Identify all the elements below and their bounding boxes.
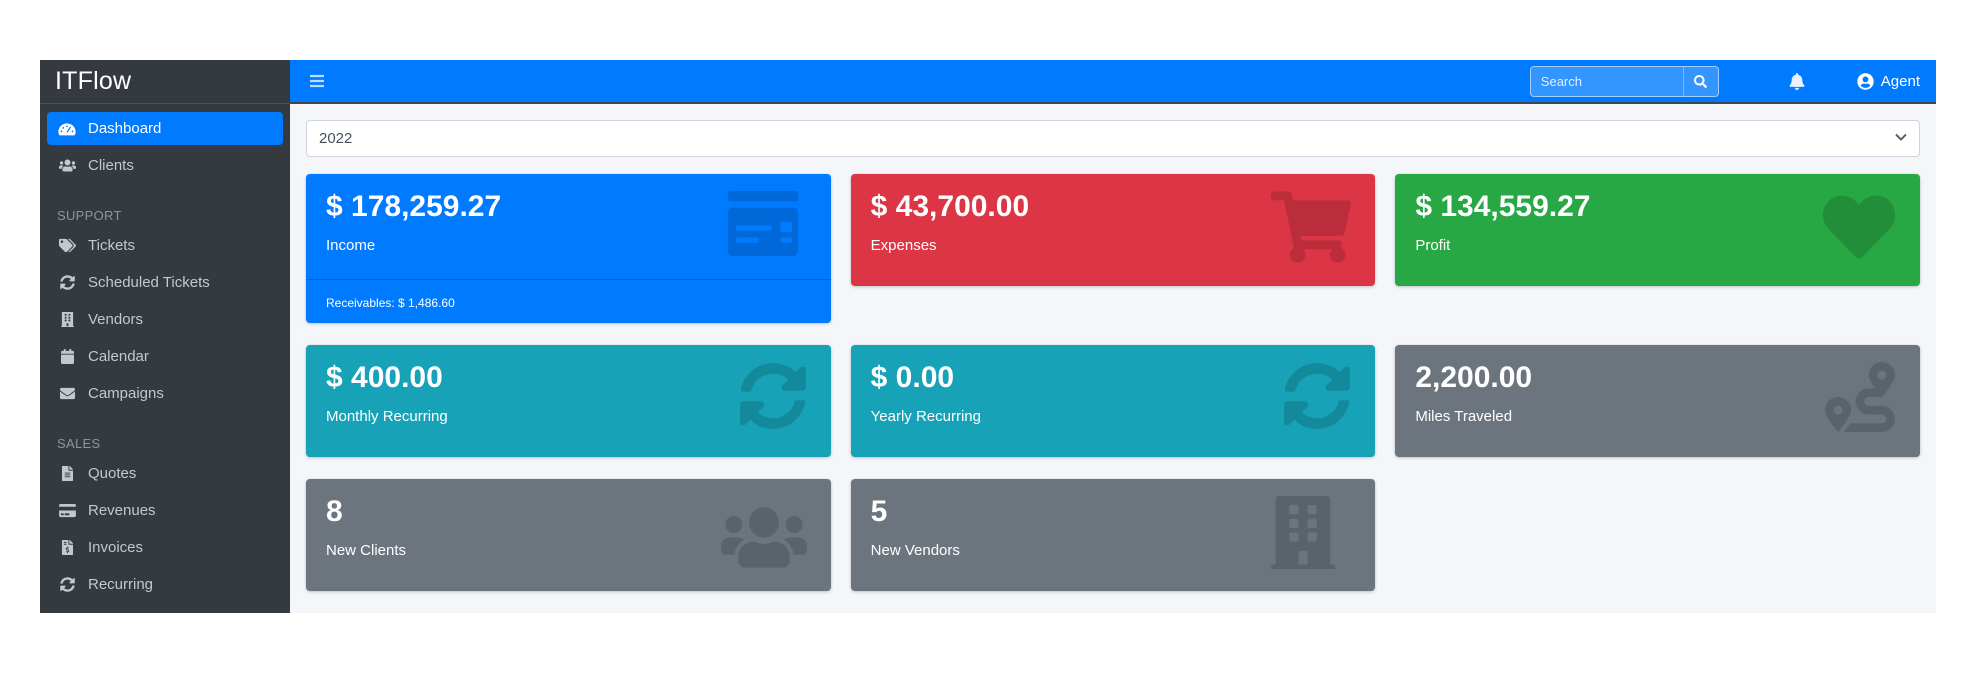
users-icon <box>57 158 77 173</box>
sidebar-item-label: Tickets <box>88 237 135 254</box>
sync-icon <box>57 275 77 290</box>
user-menu-label: Agent <box>1880 72 1920 90</box>
card-body: $ 178,259.27 Income <box>306 174 831 279</box>
sidebar-item-label: Clients <box>88 157 134 174</box>
sidebar-item-label: Quotes <box>88 465 137 482</box>
card-label: New Clients <box>326 541 407 559</box>
tachometer-icon <box>57 122 77 136</box>
card-value: 5 <box>870 495 888 528</box>
card-body: $ 400.00 Monthly Recurring <box>306 345 831 457</box>
sidebar-item-label: Invoices <box>88 539 144 556</box>
user-menu[interactable]: Agent <box>1857 73 1920 90</box>
card-value: $ 134,559.27 <box>1415 190 1591 223</box>
file-icon <box>57 466 77 481</box>
card-expenses[interactable]: $ 43,700.00 Expenses <box>850 174 1376 286</box>
sidebar-item-campaigns[interactable]: Campaigns <box>47 377 283 410</box>
search-icon <box>1694 75 1707 88</box>
year-select[interactable]: 2022 <box>306 120 1920 157</box>
card-body: $ 43,700.00 Expenses <box>851 174 1376 286</box>
sidebar-item-calendar[interactable]: Calendar <box>47 340 283 373</box>
card-value: $ 400.00 <box>326 361 443 394</box>
sidebar-item-label: Revenues <box>88 502 156 519</box>
navbar-search <box>1529 65 1719 97</box>
sidebar-nav: Dashboard Clients SUPPORT Tickets Schedu… <box>40 104 290 613</box>
card-value: $ 43,700.00 <box>870 190 1030 223</box>
card-label: Income <box>326 236 376 254</box>
sidebar-item-label: Recurring <box>88 576 154 593</box>
sync-icon <box>1283 362 1351 435</box>
search-button[interactable] <box>1682 65 1719 97</box>
user-circle-icon <box>1857 73 1874 90</box>
sidebar-item-quotes[interactable]: Quotes <box>47 457 283 490</box>
search-input[interactable] <box>1529 65 1683 97</box>
sidebar-item-scheduled-tickets[interactable]: Scheduled Tickets <box>47 266 283 299</box>
credit-card-icon <box>57 503 77 518</box>
card-profit[interactable]: $ 134,559.27 Profit <box>1395 174 1920 286</box>
shopping-cart-icon <box>1271 191 1351 268</box>
card-label: Miles Traveled <box>1415 407 1513 425</box>
card-label: Expenses <box>870 236 937 254</box>
card-value: 2,200.00 <box>1415 361 1533 394</box>
card-value: $ 0.00 <box>870 361 955 394</box>
money-check-icon <box>719 191 807 261</box>
sidebar-item-revenues[interactable]: Revenues <box>47 494 283 527</box>
receivables-text: Receivables: $ 1,486.60 <box>326 296 455 310</box>
envelope-icon <box>57 386 77 401</box>
sidebar-section-sales: SALES <box>57 436 101 451</box>
card-income-footer[interactable]: Receivables: $ 1,486.60 <box>306 279 831 323</box>
card-body: 5 New Vendors <box>851 479 1376 591</box>
bars-icon <box>308 73 326 89</box>
card-value: $ 178,259.27 <box>326 190 502 223</box>
users-icon <box>721 503 807 572</box>
card-label: Profit <box>1415 236 1451 254</box>
card-value: 8 <box>326 495 343 528</box>
card-body: $ 0.00 Yearly Recurring <box>851 345 1376 457</box>
tags-icon <box>57 238 77 253</box>
card-new-clients[interactable]: 8 New Clients <box>306 479 831 591</box>
sidebar-toggle-button[interactable] <box>306 69 328 93</box>
main-area: Agent 2022 $ 178,259.27 Income <box>290 60 1936 613</box>
card-label: Yearly Recurring <box>870 407 981 425</box>
card-body: $ 134,559.27 Profit <box>1395 174 1920 286</box>
sync-icon <box>57 577 77 592</box>
sidebar-item-recurring[interactable]: Recurring <box>47 568 283 601</box>
top-navbar: Agent <box>290 60 1936 104</box>
card-miles-traveled[interactable]: 2,200.00 Miles Traveled <box>1395 345 1920 457</box>
sidebar-item-label: Scheduled Tickets <box>88 274 210 291</box>
card-new-vendors[interactable]: 5 New Vendors <box>850 479 1376 591</box>
sidebar-item-label: Vendors <box>88 311 144 328</box>
sidebar-item-invoices[interactable]: Invoices <box>47 531 283 564</box>
card-body: 2,200.00 Miles Traveled <box>1395 345 1920 457</box>
sync-icon <box>739 362 807 435</box>
dashboard-content: 2022 $ 178,259.27 Income <box>290 104 1936 613</box>
heart-icon <box>1822 191 1896 268</box>
file-invoice-dollar-icon <box>57 540 77 555</box>
card-income[interactable]: $ 178,259.27 Income <box>306 174 831 323</box>
notifications-button[interactable] <box>1789 73 1805 90</box>
sidebar-item-vendors[interactable]: Vendors <box>47 303 283 336</box>
card-monthly-recurring[interactable]: $ 400.00 Monthly Recurring <box>306 345 831 457</box>
app-window: ITFlow Dashboard Clients SUPPORT Tickets… <box>40 60 1936 613</box>
card-body: 8 New Clients <box>306 479 831 591</box>
year-filter: 2022 <box>306 120 1920 157</box>
sidebar-section-support: SUPPORT <box>57 208 122 223</box>
building-icon <box>57 312 77 327</box>
sidebar-item-clients[interactable]: Clients <box>47 149 283 182</box>
route-icon <box>1824 362 1896 437</box>
sidebar-item-tickets[interactable]: Tickets <box>47 229 283 262</box>
sidebar-item-label: Dashboard <box>88 120 162 137</box>
building-icon <box>1271 496 1335 574</box>
sidebar-item-dashboard[interactable]: Dashboard <box>47 112 283 145</box>
brand-link[interactable]: ITFlow <box>40 60 290 104</box>
card-yearly-recurring[interactable]: $ 0.00 Yearly Recurring <box>850 345 1376 457</box>
sidebar: ITFlow Dashboard Clients SUPPORT Tickets… <box>40 60 290 613</box>
sidebar-item-label: Campaigns <box>88 385 164 402</box>
card-label: Monthly Recurring <box>326 407 448 425</box>
brand-label: ITFlow <box>55 67 132 95</box>
card-label: New Vendors <box>870 541 960 559</box>
stat-cards-grid: $ 178,259.27 Income <box>306 174 1920 591</box>
sidebar-item-label: Calendar <box>88 348 149 365</box>
calendar-icon <box>57 349 77 364</box>
bell-icon <box>1789 73 1805 90</box>
